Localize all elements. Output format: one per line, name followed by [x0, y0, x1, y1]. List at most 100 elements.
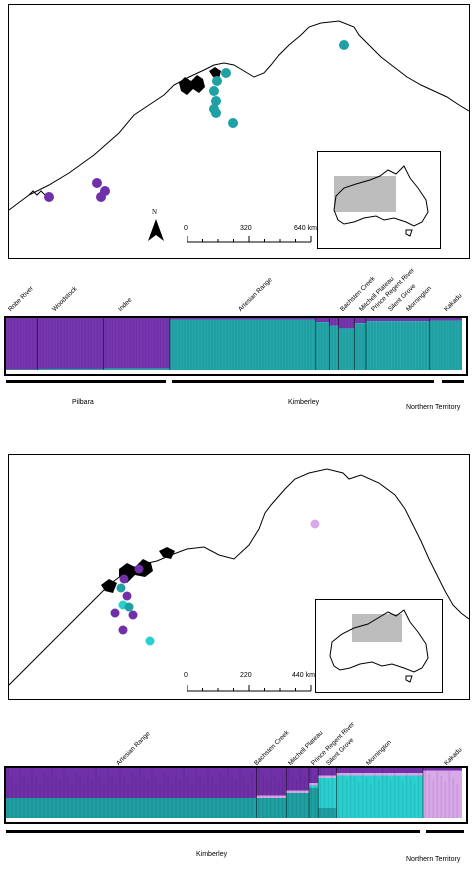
north-arrow-icon — [148, 219, 164, 241]
structure-bar-teal — [286, 793, 310, 818]
site-label: Kakadu — [443, 746, 464, 767]
site-point — [134, 564, 144, 574]
site-label: Mornington — [365, 739, 394, 767]
region-line-kimberley — [172, 380, 434, 383]
structure-bar-teal — [430, 320, 462, 370]
structure-bar-purple — [338, 318, 355, 329]
structure-bar-lavender — [318, 775, 337, 778]
structure-bar-purple — [286, 768, 310, 791]
structure-bar-lavender — [286, 790, 310, 793]
structure-bar-teal — [104, 368, 171, 370]
region-line-nt — [426, 830, 464, 833]
region-label: Kimberley — [196, 851, 228, 858]
australia-outline — [333, 165, 429, 237]
structure-plot-a-svg — [6, 318, 462, 370]
site-label: Artesian Range — [237, 276, 274, 313]
structure-bar-teal — [6, 369, 38, 370]
site-point — [145, 636, 155, 646]
map-a-points — [44, 40, 349, 202]
structure-bar-purple — [6, 318, 38, 370]
structure-bar-purple — [336, 768, 424, 773]
site-point — [211, 96, 221, 106]
structure-bar-purple — [37, 318, 105, 369]
site-label: Indee — [117, 296, 134, 313]
site-point — [209, 86, 219, 96]
site-point — [110, 608, 120, 618]
structure-bar-purple — [316, 318, 330, 323]
region-label: Pilbara — [72, 399, 94, 406]
structure-plot-a — [4, 316, 468, 376]
structure-bar-teal — [316, 322, 330, 370]
scale-tick-label: 440 km — [292, 672, 315, 679]
structure-bar-purple — [430, 318, 462, 321]
scale-tick-label: 640 km — [294, 225, 317, 232]
site-point — [122, 591, 132, 601]
site-point — [92, 178, 102, 188]
inset-map-b — [315, 599, 443, 693]
structure-bar-cyan — [318, 778, 337, 808]
site-point — [128, 610, 138, 620]
region-label: Northern Territory — [406, 404, 461, 411]
map-b-points — [110, 519, 320, 646]
structure-bar-teal — [256, 798, 287, 818]
scale-bar — [187, 685, 312, 692]
map-a-coastline — [9, 20, 469, 211]
structure-plot-b-svg — [6, 768, 462, 818]
structure-bar-teal — [366, 321, 431, 370]
structure-bar-teal — [6, 798, 257, 818]
site-label: Artesian Range — [115, 730, 152, 767]
structure-bar-purple — [354, 318, 367, 324]
site-point — [339, 40, 349, 50]
scale-tick-label: 220 — [240, 672, 252, 679]
site-point — [211, 108, 221, 118]
structure-bar-teal — [170, 319, 317, 370]
structure-bar-cyan — [336, 775, 424, 818]
structure-bar-purple — [366, 318, 431, 322]
site-point — [96, 192, 106, 202]
structure-bar-teal — [338, 328, 355, 370]
site-label: Woodstock — [51, 285, 79, 313]
structure-bar-cyan — [309, 785, 319, 788]
map-a: N 0 320 640 km — [8, 4, 470, 259]
region-label: Kimberley — [288, 399, 320, 406]
north-label: N — [152, 208, 158, 216]
structure-bar-purple — [423, 768, 462, 771]
map-b: 0 220 440 km — [8, 454, 470, 700]
structure-bar-purple — [104, 318, 171, 369]
structure-bar-lavender — [336, 773, 424, 776]
structure-bar-teal — [354, 323, 367, 370]
scale-tick-label: 0 — [184, 672, 188, 679]
site-label: Bachsten Creek — [253, 729, 291, 767]
structure-bar-purple — [318, 768, 337, 776]
structure-bar-lavender — [309, 783, 319, 786]
structure-bar-lavender — [423, 770, 462, 818]
site-point — [116, 583, 126, 593]
site-point — [228, 118, 238, 128]
site-label: Kakadu — [443, 292, 464, 313]
site-point — [118, 625, 128, 635]
structure-bar-purple — [6, 768, 257, 798]
site-point — [221, 68, 231, 78]
site-point — [212, 76, 222, 86]
structure-bar-purple — [329, 318, 339, 326]
site-point — [310, 519, 320, 529]
structure-plot-b — [4, 766, 468, 824]
region-label: Northern Territory — [406, 856, 461, 863]
scale-tick-label: 320 — [240, 225, 252, 232]
structure-bar-teal — [309, 788, 319, 818]
site-point — [124, 602, 134, 612]
scale-bar — [187, 236, 312, 243]
region-line-nt — [442, 380, 464, 383]
structure-bar-teal — [37, 368, 105, 370]
australia-outline — [329, 609, 429, 683]
structure-bar-teal — [318, 808, 337, 818]
structure-bar-purple — [256, 768, 287, 796]
site-point — [119, 574, 129, 584]
region-line-pilbara — [6, 380, 166, 383]
region-line-kimberley — [6, 830, 420, 833]
site-label: Robe River — [7, 285, 35, 313]
structure-bar-purple — [170, 318, 317, 320]
inset-map-a — [317, 151, 441, 249]
structure-bar-purple — [309, 768, 319, 783]
site-point — [44, 192, 54, 202]
